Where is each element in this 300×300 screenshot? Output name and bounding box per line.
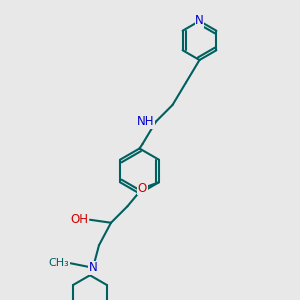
- Text: O: O: [138, 182, 147, 195]
- Text: OH: OH: [70, 213, 88, 226]
- Text: NH: NH: [137, 115, 154, 128]
- Text: CH₃: CH₃: [48, 258, 69, 268]
- Text: N: N: [88, 261, 98, 274]
- Text: N: N: [195, 14, 204, 28]
